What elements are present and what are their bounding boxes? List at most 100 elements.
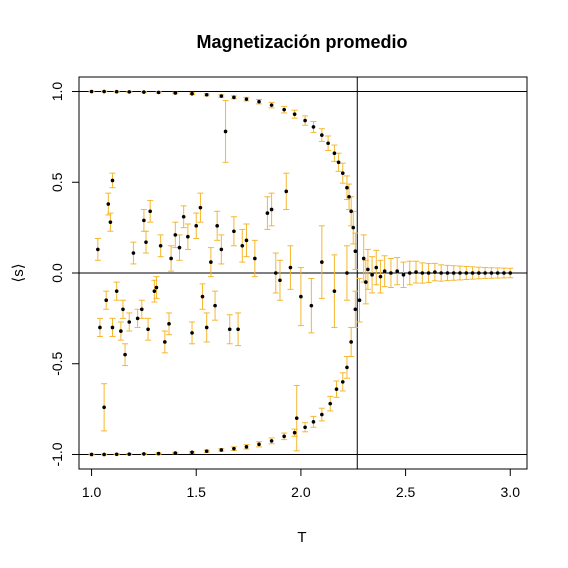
data-point (209, 260, 213, 264)
data-point (119, 329, 123, 333)
data-point (303, 118, 307, 123)
data-point (236, 327, 240, 332)
data-point (215, 224, 219, 228)
data-point (131, 251, 136, 255)
data-point (219, 247, 224, 252)
data-point (345, 185, 349, 190)
data-point (483, 271, 487, 275)
data-point (104, 298, 109, 303)
data-point (320, 412, 324, 417)
data-point (357, 298, 362, 303)
data-point (167, 322, 171, 326)
data-point (401, 273, 406, 277)
data-point (194, 224, 199, 228)
x-axis: 1.0 1.5 2.0 2.5 3.0 (82, 468, 521, 500)
data-point (439, 271, 443, 275)
data-point (219, 94, 224, 98)
data-point (177, 245, 182, 250)
data-point (227, 327, 232, 332)
data-point (173, 91, 178, 95)
data-point (142, 218, 146, 223)
data-point (292, 112, 297, 117)
data-point (110, 178, 115, 183)
data-point (223, 129, 228, 134)
data-point (253, 256, 257, 261)
data-point (328, 401, 333, 406)
data-point (364, 280, 368, 284)
data-point (98, 325, 102, 330)
data-point (334, 387, 339, 391)
data-point (273, 271, 278, 275)
data-point (156, 90, 161, 95)
data-point (127, 452, 132, 456)
data-point (140, 307, 144, 312)
data-point (470, 271, 475, 275)
data-point (240, 243, 245, 248)
data-point (186, 234, 190, 239)
data-point (244, 97, 249, 101)
chart-title: Magnetización promedio (196, 32, 407, 52)
data-point (114, 89, 119, 94)
data-point (114, 289, 119, 293)
data-point (340, 380, 345, 384)
data-point (414, 270, 418, 274)
data-point (204, 92, 209, 97)
data-point (420, 271, 425, 275)
data-point (110, 325, 115, 330)
data-point (294, 416, 299, 420)
data-point (353, 307, 358, 312)
data-point (489, 271, 494, 275)
data-point (309, 303, 314, 308)
data-point (282, 434, 286, 439)
data-point (158, 243, 163, 248)
data-point (142, 452, 146, 456)
data-point (135, 316, 140, 321)
data-point (89, 452, 94, 457)
data-point (382, 269, 387, 273)
data-point (345, 365, 349, 370)
data-point (232, 95, 236, 100)
data-point (127, 320, 132, 324)
data-point (169, 256, 173, 261)
data-point (477, 271, 481, 275)
data-point (451, 271, 456, 275)
data-point (303, 425, 307, 430)
data-point (257, 442, 261, 447)
data-point (204, 449, 209, 454)
data-point (148, 209, 152, 214)
data-point (433, 270, 437, 274)
data-point (320, 260, 324, 264)
data-point (278, 278, 282, 283)
data-point (426, 271, 431, 275)
x-tick-label: 3.0 (501, 484, 521, 500)
data-point (219, 448, 224, 452)
data-point (123, 352, 127, 357)
data-point (198, 205, 203, 210)
data-point (389, 271, 393, 275)
x-tick-label: 2.5 (396, 484, 416, 500)
y-tick-label: 0.0 (49, 263, 65, 283)
data-point (407, 271, 412, 275)
y-axis-label: ⟨s⟩ (10, 263, 27, 282)
data-point (292, 430, 297, 435)
data-point (269, 103, 274, 107)
data-point (349, 340, 353, 344)
data-point (311, 125, 316, 129)
data-point (213, 303, 217, 308)
data-point (200, 294, 205, 299)
data-point (257, 99, 261, 104)
data-point (347, 194, 351, 199)
data-point (106, 202, 111, 206)
data-point (163, 340, 167, 344)
data-point (340, 171, 345, 175)
data-point (288, 265, 293, 270)
data-point (495, 271, 500, 275)
data-point (114, 452, 119, 457)
data-point (464, 271, 469, 275)
data-point (378, 274, 383, 279)
data-point (204, 325, 209, 330)
data-point (156, 451, 161, 456)
data-point (269, 439, 274, 443)
data-point (502, 271, 506, 275)
